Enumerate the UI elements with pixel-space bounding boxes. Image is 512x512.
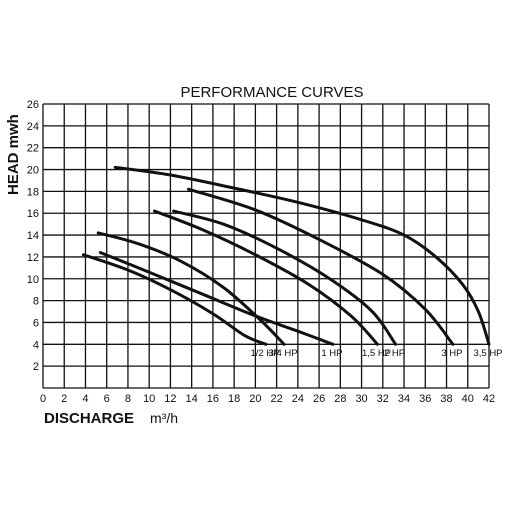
y-tick-label: 20 bbox=[27, 165, 39, 177]
series-label: 1/2 HP bbox=[250, 348, 279, 359]
x-tick-label: 34 bbox=[398, 393, 410, 405]
y-tick-label: 10 bbox=[27, 274, 39, 286]
series-line bbox=[98, 251, 335, 346]
series-label: 3/4 HP bbox=[269, 348, 298, 359]
x-tick-label: 0 bbox=[40, 393, 46, 405]
series-line bbox=[113, 165, 491, 346]
x-tick-label: 38 bbox=[440, 393, 452, 405]
x-tick-label: 24 bbox=[292, 393, 304, 405]
y-axis-label: HEAD mwh bbox=[5, 114, 22, 195]
x-tick-label: 18 bbox=[228, 393, 240, 405]
y-tick-label: 26 bbox=[27, 99, 39, 111]
x-tick-label: 30 bbox=[355, 393, 367, 405]
series-line bbox=[96, 231, 286, 346]
x-tick-label: 28 bbox=[334, 393, 346, 405]
y-tick-label: 8 bbox=[33, 296, 39, 308]
y-tick-label: 2 bbox=[33, 361, 39, 373]
y-tick-label: 24 bbox=[27, 121, 39, 133]
y-tick-label: 4 bbox=[33, 339, 39, 351]
series-line bbox=[153, 209, 379, 346]
series-label: 1,5 HP bbox=[362, 348, 391, 359]
y-tick-label: 14 bbox=[27, 230, 39, 242]
x-tick-label: 16 bbox=[207, 393, 219, 405]
series-label: 1 HP bbox=[321, 348, 342, 359]
series-line bbox=[186, 187, 455, 346]
series-line bbox=[172, 209, 398, 346]
x-tick-label: 12 bbox=[164, 393, 176, 405]
curve-labels: 1/2 HP3/4 HP 1 HP 1,5 HP2 HP 3 HP 3,5 HP bbox=[250, 348, 502, 359]
x-tick-label: 2 bbox=[61, 393, 67, 405]
curves bbox=[81, 165, 491, 346]
x-axis-unit: m³/h bbox=[150, 410, 178, 426]
x-tick-label: 22 bbox=[270, 393, 282, 405]
series-line bbox=[81, 253, 268, 346]
y-tick-label: 6 bbox=[33, 317, 39, 329]
x-tick-label: 32 bbox=[377, 393, 389, 405]
x-tick-label: 8 bbox=[125, 393, 131, 405]
y-tick-label: 22 bbox=[27, 143, 39, 155]
x-axis-label: DISCHARGE bbox=[44, 410, 134, 427]
x-tick-label: 20 bbox=[249, 393, 261, 405]
series-label: 2 HP bbox=[384, 348, 405, 359]
series-label: 3 HP bbox=[441, 348, 462, 359]
y-tick-label: 18 bbox=[27, 186, 39, 198]
x-tick-label: 36 bbox=[419, 393, 431, 405]
x-tick-label: 26 bbox=[313, 393, 325, 405]
x-tick-label: 14 bbox=[186, 393, 198, 405]
y-tick-label: 12 bbox=[27, 252, 39, 264]
x-tick-label: 10 bbox=[143, 393, 155, 405]
x-ticks: 0 2 4 6 8 10 12 14 16 18 20 22 24 26 28 30 32 34 36 38 40 42 bbox=[40, 393, 495, 405]
series-label: 3,5 HP bbox=[473, 348, 502, 359]
y-tick-label: 16 bbox=[27, 208, 39, 220]
x-tick-label: 4 bbox=[82, 393, 88, 405]
x-tick-label: 40 bbox=[462, 393, 474, 405]
x-tick-label: 6 bbox=[104, 393, 110, 405]
x-tick-label: 42 bbox=[483, 393, 495, 405]
chart-title: PERFORMANCE CURVES bbox=[180, 84, 363, 101]
